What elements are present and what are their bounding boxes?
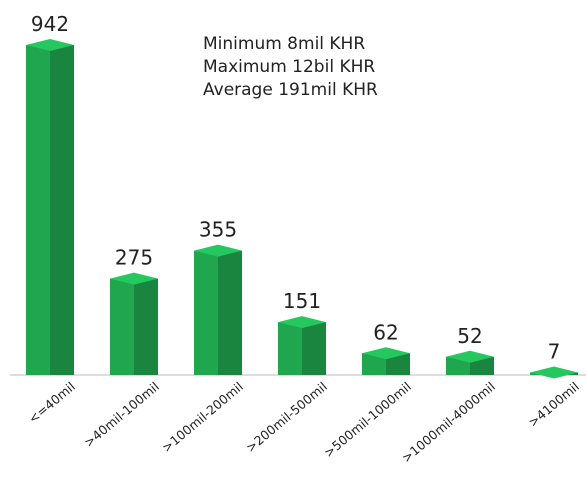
bar-top [110,272,158,285]
x-tick-label: >40mil-100mil [81,379,162,450]
x-tick-label: >200mil-500mil [243,379,330,455]
x-tick-label: >4100mil [525,379,582,430]
bar-front [446,356,470,375]
bar-side [302,322,326,375]
value-label: 355 [199,218,237,242]
bar-front [278,322,302,375]
bar-side [50,45,74,375]
value-label: 7 [548,340,561,364]
bar-top [278,316,326,329]
x-tick-label: <=40mil [25,379,78,426]
bar-front [194,250,218,375]
value-label: 151 [283,289,321,313]
value-label: 942 [31,12,69,36]
bar-side [218,250,242,375]
bar-top [530,366,578,379]
value-label: 275 [115,246,153,270]
bar-front [110,278,134,375]
annotation: Minimum 8mil KHR [203,34,365,54]
bar-side [134,278,158,375]
x-tick-label: >100mil-200mil [159,379,246,455]
bar-front [26,45,50,375]
annotation: Average 191mil KHR [203,80,378,100]
value-label: 62 [373,320,398,344]
bar-top [26,39,74,51]
bar-top [362,347,410,360]
bar-front [362,353,386,375]
x-tick-label: >500mil-1000mil [321,379,414,460]
bar-top [194,244,242,257]
annotation: Maximum 12bil KHR [203,57,375,77]
bar-side [386,353,410,375]
bar-top [446,350,494,363]
x-tick-label: >1000mil-4000mil [399,379,498,466]
bar-side [470,356,494,375]
value-label: 52 [457,324,482,348]
